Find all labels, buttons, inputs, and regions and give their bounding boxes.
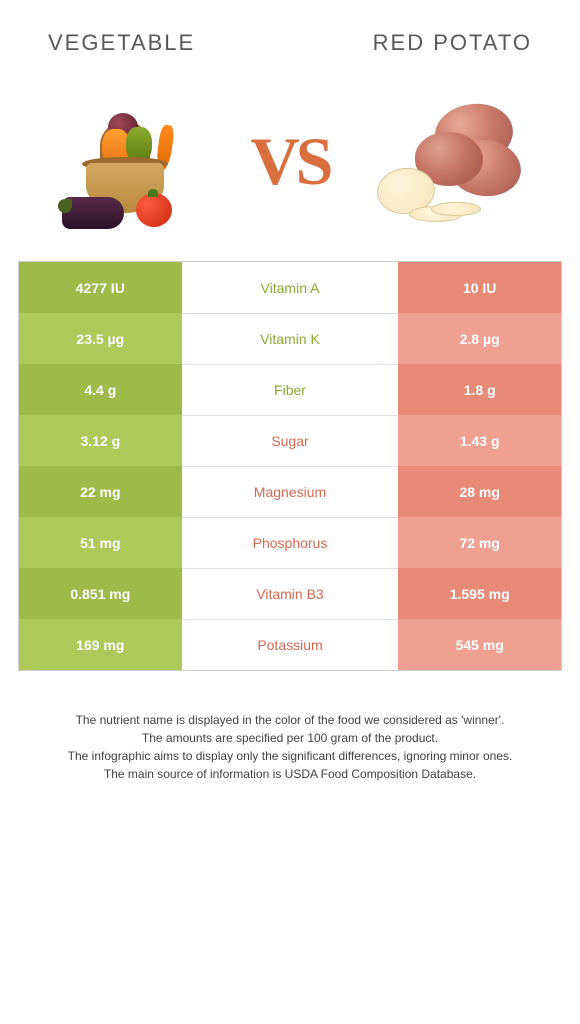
right-value: 1.595 mg — [398, 568, 561, 619]
nutrient-name: Potassium — [182, 619, 399, 670]
left-value: 23.5 µg — [19, 313, 182, 364]
images-row: VS — [18, 81, 562, 261]
table-row: 51 mgPhosphorus72 mg — [19, 517, 561, 568]
footer-line: The amounts are specified per 100 gram o… — [28, 729, 552, 747]
right-value: 28 mg — [398, 466, 561, 517]
nutrient-name: Fiber — [182, 364, 399, 415]
table-row: 4.4 gFiber1.8 g — [19, 364, 561, 415]
nutrient-name: Vitamin B3 — [182, 568, 399, 619]
infographic-container: Vegetable Red Potato VS — [0, 0, 580, 813]
nutrient-name: Vitamin K — [182, 313, 399, 364]
nutrient-name: Phosphorus — [182, 517, 399, 568]
right-value: 1.43 g — [398, 415, 561, 466]
right-value: 1.8 g — [398, 364, 561, 415]
table-row: 23.5 µgVitamin K2.8 µg — [19, 313, 561, 364]
left-value: 4277 IU — [19, 262, 182, 313]
nutrient-name: Magnesium — [182, 466, 399, 517]
left-value: 3.12 g — [19, 415, 182, 466]
header-left-title: Vegetable — [48, 30, 195, 56]
nutrient-name: Sugar — [182, 415, 399, 466]
header: Vegetable Red Potato — [18, 20, 562, 81]
vs-label: VS — [251, 122, 330, 201]
right-value: 545 mg — [398, 619, 561, 670]
vegetable-image — [59, 91, 209, 231]
table-row: 22 mgMagnesium28 mg — [19, 466, 561, 517]
table-row: 0.851 mgVitamin B31.595 mg — [19, 568, 561, 619]
footer-line: The main source of information is USDA F… — [28, 765, 552, 783]
table-row: 169 mgPotassium545 mg — [19, 619, 561, 670]
footer-line: The infographic aims to display only the… — [28, 747, 552, 765]
table-row: 4277 IUVitamin A10 IU — [19, 262, 561, 313]
left-value: 4.4 g — [19, 364, 182, 415]
nutrient-table: 4277 IUVitamin A10 IU23.5 µgVitamin K2.8… — [18, 261, 562, 671]
right-value: 2.8 µg — [398, 313, 561, 364]
footer-line: The nutrient name is displayed in the co… — [28, 711, 552, 729]
red-potato-image — [371, 91, 521, 231]
footer-notes: The nutrient name is displayed in the co… — [18, 671, 562, 793]
nutrient-name: Vitamin A — [182, 262, 399, 313]
left-value: 51 mg — [19, 517, 182, 568]
header-right-title: Red Potato — [373, 30, 532, 56]
right-value: 72 mg — [398, 517, 561, 568]
left-value: 22 mg — [19, 466, 182, 517]
left-value: 169 mg — [19, 619, 182, 670]
right-value: 10 IU — [398, 262, 561, 313]
table-row: 3.12 gSugar1.43 g — [19, 415, 561, 466]
left-value: 0.851 mg — [19, 568, 182, 619]
